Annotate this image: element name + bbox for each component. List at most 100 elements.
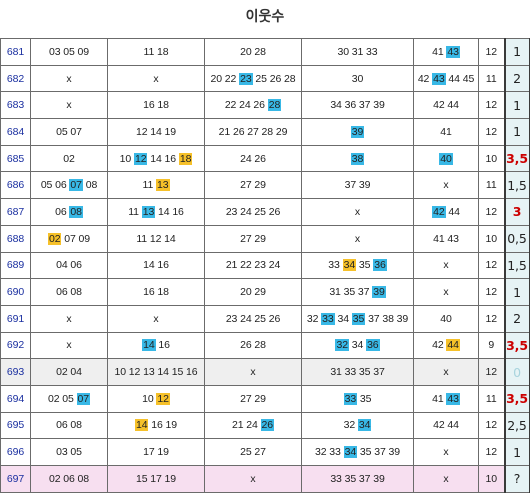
highlighted-number: 18: [178, 152, 193, 165]
number-text: 27 29: [240, 232, 266, 245]
number-text: x: [66, 99, 72, 112]
highlighted-number: 33: [321, 312, 335, 325]
numbers-range-4x: 40: [413, 144, 479, 173]
neighbor-number-table: 681 03 05 09 11 18 20 28 30 31 33 41 43 12 1 682…: [0, 38, 530, 493]
number-text: 06 08: [56, 286, 82, 299]
number-text: 03 05: [56, 446, 82, 459]
result-cell: 2: [503, 64, 530, 93]
number-text: x: [443, 259, 449, 272]
numbers-range-3x: 33 34 35 36: [301, 251, 414, 280]
number-text: 32: [343, 419, 358, 432]
number-text: 20 28: [240, 45, 266, 58]
count-cell: 12: [478, 358, 505, 386]
number-text: 42 44: [433, 419, 459, 432]
number-text: 27 29: [240, 392, 266, 405]
number-text: 33: [328, 259, 343, 272]
number-text: x: [66, 72, 72, 85]
number-text: 21 24: [231, 419, 261, 432]
number-text: 20 22: [210, 72, 240, 85]
table-row: 692 x 14 16 26 28 32 34 36 42 44 9 3,5: [0, 331, 530, 360]
numbers-range-1x: 16 18: [107, 91, 205, 120]
numbers-range-4x: x: [413, 278, 479, 306]
result-cell: 0: [503, 358, 530, 386]
highlighted-number: 44: [446, 339, 460, 352]
numbers-range-2x: 23 24 25 26: [204, 198, 302, 226]
number-text: 34: [334, 312, 352, 325]
numbers-range-3x: 33 35: [301, 384, 414, 413]
numbers-range-2x: 22 24 26 28: [204, 91, 302, 120]
numbers-range-0x: 02 06 08: [30, 465, 108, 493]
numbers-range-2x: 27 29: [204, 224, 302, 253]
number-text: 27 29: [240, 179, 266, 192]
number-text: 22 24 26: [224, 99, 268, 112]
table-row: 691 x x 23 24 25 26 32 33 34 35 37 38 39 40 12…: [0, 304, 530, 333]
table-row: 687 06 08 11 13 14 16 23 24 25 26 x 42 44 12 3: [0, 198, 530, 226]
count-cell: 12: [478, 438, 505, 466]
count-cell: 12: [478, 304, 505, 333]
numbers-range-3x: 37 39: [301, 171, 414, 200]
number-text: 42: [432, 339, 447, 352]
numbers-range-1x: 14 16 19: [107, 411, 205, 440]
numbers-range-1x: x: [107, 64, 205, 93]
numbers-range-4x: 42 44: [413, 331, 479, 360]
numbers-range-3x: 32 33 34 35 37 39: [301, 438, 414, 466]
count-cell: 12: [478, 278, 505, 306]
number-text: 42: [417, 72, 433, 85]
number-text: x: [66, 312, 72, 325]
number-text: 32: [306, 312, 322, 325]
table-row: 693 02 04 10 12 13 14 15 16 x 31 33 35 37 x 12…: [0, 358, 530, 386]
number-text: 31 33 35 37: [330, 366, 385, 379]
count-cell: 10: [478, 465, 505, 493]
number-text: 11 18: [143, 45, 169, 58]
highlighted-number: 32: [335, 339, 349, 352]
numbers-range-2x: x: [204, 465, 302, 493]
number-text: 15 17 19: [135, 472, 177, 485]
number-text: 35 37 39: [357, 446, 400, 459]
number-text: 05 07: [56, 125, 82, 138]
numbers-range-4x: x: [413, 438, 479, 466]
highlighted-number: 40: [439, 152, 453, 165]
highlighted-number: 13: [141, 205, 156, 218]
round-number: 697: [0, 465, 31, 493]
numbers-range-0x: 02: [30, 144, 108, 173]
numbers-range-0x: 06 08: [30, 278, 108, 306]
result-cell: 2: [503, 304, 530, 333]
count-cell: 11: [478, 171, 505, 200]
numbers-range-4x: 41 43: [413, 224, 479, 253]
number-text: 16: [155, 339, 170, 352]
numbers-range-2x: 20 29: [204, 278, 302, 306]
number-text: 08: [82, 179, 98, 192]
number-text: 23 24 25 26: [225, 312, 281, 325]
highlighted-number: 08: [69, 205, 83, 218]
number-text: 16 19: [148, 419, 178, 432]
numbers-range-2x: 27 29: [204, 384, 302, 413]
numbers-range-0x: 02 04: [30, 358, 108, 386]
number-text: x: [443, 286, 449, 299]
count-cell: 9: [478, 331, 505, 360]
number-text: 17 19: [143, 446, 169, 459]
table-row: 689 04 06 14 16 21 22 23 24 33 34 35 36 x 12 1,…: [0, 251, 530, 280]
result-cell: 1,5: [503, 251, 530, 280]
round-number: 694: [0, 384, 31, 413]
table-row: 684 05 07 12 14 19 21 26 27 28 29 39 41 12 1: [0, 118, 530, 146]
numbers-range-1x: 11 12 14: [107, 224, 205, 253]
numbers-range-1x: 10 12: [107, 384, 205, 413]
numbers-range-4x: x: [413, 465, 479, 493]
number-text: 12 14 19: [135, 125, 177, 138]
numbers-range-0x: 06 08: [30, 198, 108, 226]
number-text: 25 26 28: [252, 72, 296, 85]
numbers-range-0x: 02 05 07: [30, 384, 108, 413]
round-number: 686: [0, 171, 31, 200]
numbers-range-4x: x: [413, 171, 479, 200]
numbers-range-1x: 12 14 19: [107, 118, 205, 146]
numbers-range-1x: 15 17 19: [107, 465, 205, 493]
number-text: 16 18: [143, 99, 169, 112]
result-cell: 1: [503, 91, 530, 120]
table-row: 694 02 05 07 10 12 27 29 33 35 41 43 11 3,5: [0, 384, 530, 413]
number-text: 44 45: [445, 72, 475, 85]
table-row: 695 06 08 14 16 19 21 24 26 32 34 42 44 12 2,5: [0, 411, 530, 440]
highlighted-number: 26: [260, 419, 275, 432]
number-text: 23 24 25 26: [225, 205, 281, 218]
table-row: 697 02 06 08 15 17 19 x 33 35 37 39 x 10?: [0, 465, 530, 493]
result-cell: 3: [503, 198, 530, 226]
